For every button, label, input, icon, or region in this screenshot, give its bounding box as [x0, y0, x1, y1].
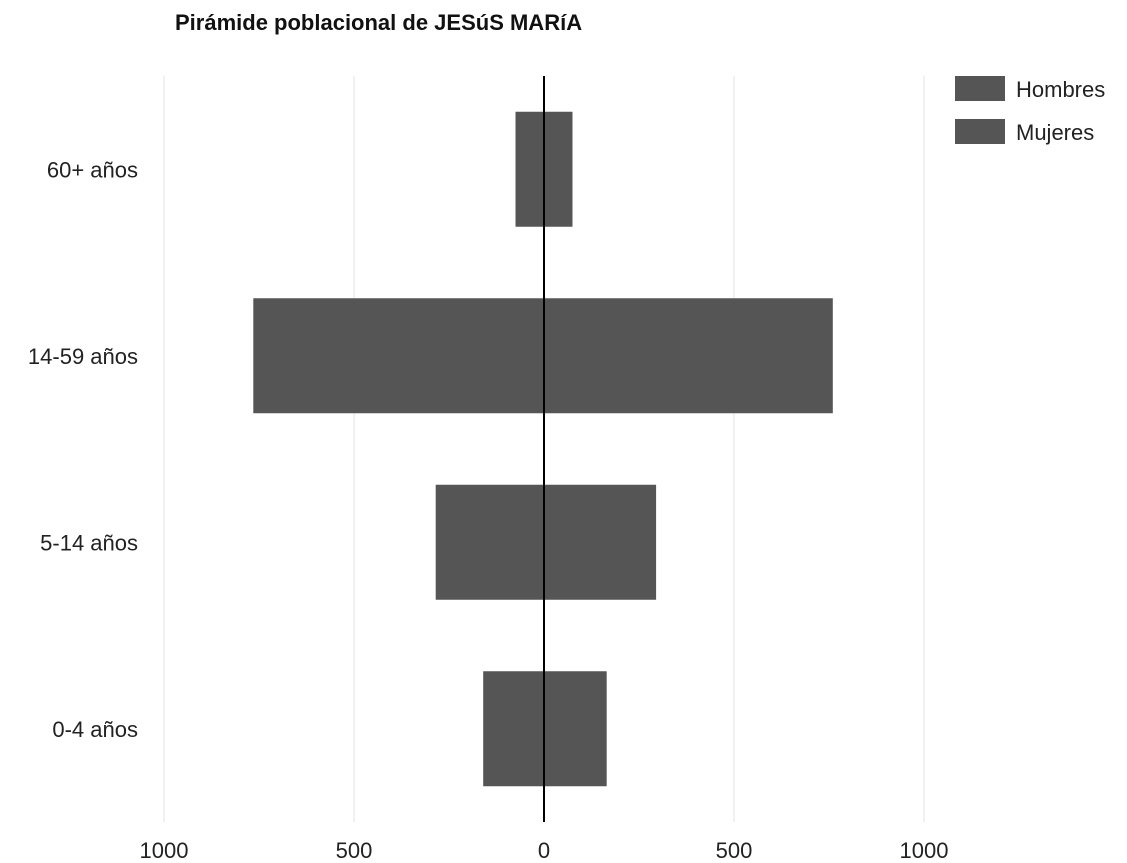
- legend: Hombres Mujeres: [955, 76, 1105, 145]
- bar-mujeres-0: [544, 111, 573, 227]
- category-labels: 60+ años 14-59 años 5-14 años 0-4 años: [28, 157, 138, 742]
- x-tick-label: 1000: [140, 838, 189, 863]
- bars: [253, 111, 833, 787]
- x-tick-label: 0: [538, 838, 550, 863]
- category-label: 5-14 años: [40, 530, 138, 555]
- bar-mujeres-3: [544, 671, 607, 787]
- legend-swatch-mujeres: [955, 119, 1005, 144]
- bar-hombres-0: [515, 111, 544, 227]
- bar-mujeres-1: [544, 298, 833, 414]
- x-tick-label: 500: [716, 838, 753, 863]
- chart-title: Pirámide poblacional de JESúS MARíA: [175, 10, 582, 35]
- legend-label-mujeres: Mujeres: [1016, 120, 1094, 145]
- category-label: 14-59 años: [28, 344, 138, 369]
- legend-label-hombres: Hombres: [1016, 77, 1105, 102]
- x-tick-label: 1000: [900, 838, 949, 863]
- bar-mujeres-2: [544, 484, 657, 600]
- category-label: 60+ años: [47, 157, 138, 182]
- category-label: 0-4 años: [52, 717, 138, 742]
- bar-hombres-2: [435, 484, 544, 600]
- x-tick-labels: 1000 500 0 500 1000: [140, 838, 949, 863]
- bar-hombres-3: [483, 671, 544, 787]
- grid-lines: [163, 76, 925, 822]
- legend-swatch-hombres: [955, 76, 1005, 101]
- bar-hombres-1: [253, 298, 545, 414]
- x-tick-label: 500: [336, 838, 373, 863]
